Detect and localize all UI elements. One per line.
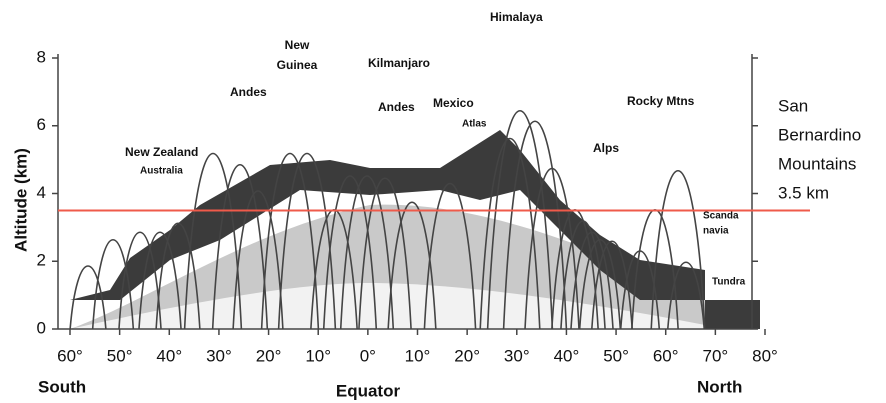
x-tick-label: 30°	[206, 346, 232, 365]
x-tick-label: 70°	[702, 346, 728, 365]
annotation: Kilmanjaro	[368, 56, 430, 70]
x-tick-label: 60°	[653, 346, 679, 365]
y-tick-label: 6	[37, 115, 46, 134]
x-tick-label: 10°	[405, 346, 431, 365]
y-axis-title: Altitude (km)	[11, 148, 30, 252]
annotation: Andes	[230, 85, 267, 99]
y-tick-label: 8	[37, 47, 46, 66]
x-tick-label: 40°	[156, 346, 182, 365]
region-label: North	[697, 377, 742, 396]
annotation: New	[285, 38, 310, 52]
annotation: Rocky Mtns	[627, 94, 695, 108]
x-tick-label: 10°	[305, 346, 331, 365]
region-label: South	[38, 377, 86, 396]
x-tick-label: 80°	[752, 346, 778, 365]
x-tick-label: 20°	[454, 346, 480, 365]
reference-label: Mountains	[778, 154, 856, 173]
x-tick-label: 0°	[360, 346, 376, 365]
x-tick-label: 50°	[603, 346, 629, 365]
annotation: Mexico	[433, 96, 474, 110]
annotation: Alps	[593, 141, 619, 155]
annotation: Atlas	[462, 119, 487, 130]
region-label: Equator	[336, 381, 401, 400]
x-tick-label: 50°	[107, 346, 133, 365]
annotation: navia	[703, 226, 729, 237]
annotation: Guinea	[277, 58, 318, 72]
y-tick-label: 0	[37, 318, 46, 337]
x-tick-label: 20°	[256, 346, 282, 365]
annotation: New Zealand	[125, 145, 198, 159]
reference-label: Bernardino	[778, 125, 861, 144]
reference-label: 3.5 km	[778, 183, 829, 202]
annotation: Scanda	[703, 211, 739, 222]
chart: Altitude (km) South Equator North New Ze…	[0, 0, 886, 403]
annotation: Tundra	[712, 277, 746, 288]
annotation: Australia	[140, 166, 183, 177]
terrain	[70, 111, 760, 329]
x-tick-label: 60°	[57, 346, 83, 365]
y-tick-label: 4	[37, 183, 46, 202]
annotation: Andes	[378, 100, 415, 114]
x-tick-label: 40°	[554, 346, 580, 365]
annotation: Himalaya	[490, 10, 543, 24]
y-tick-label: 2	[37, 251, 46, 270]
x-tick-label: 30°	[504, 346, 530, 365]
reference-label: San	[778, 96, 808, 115]
